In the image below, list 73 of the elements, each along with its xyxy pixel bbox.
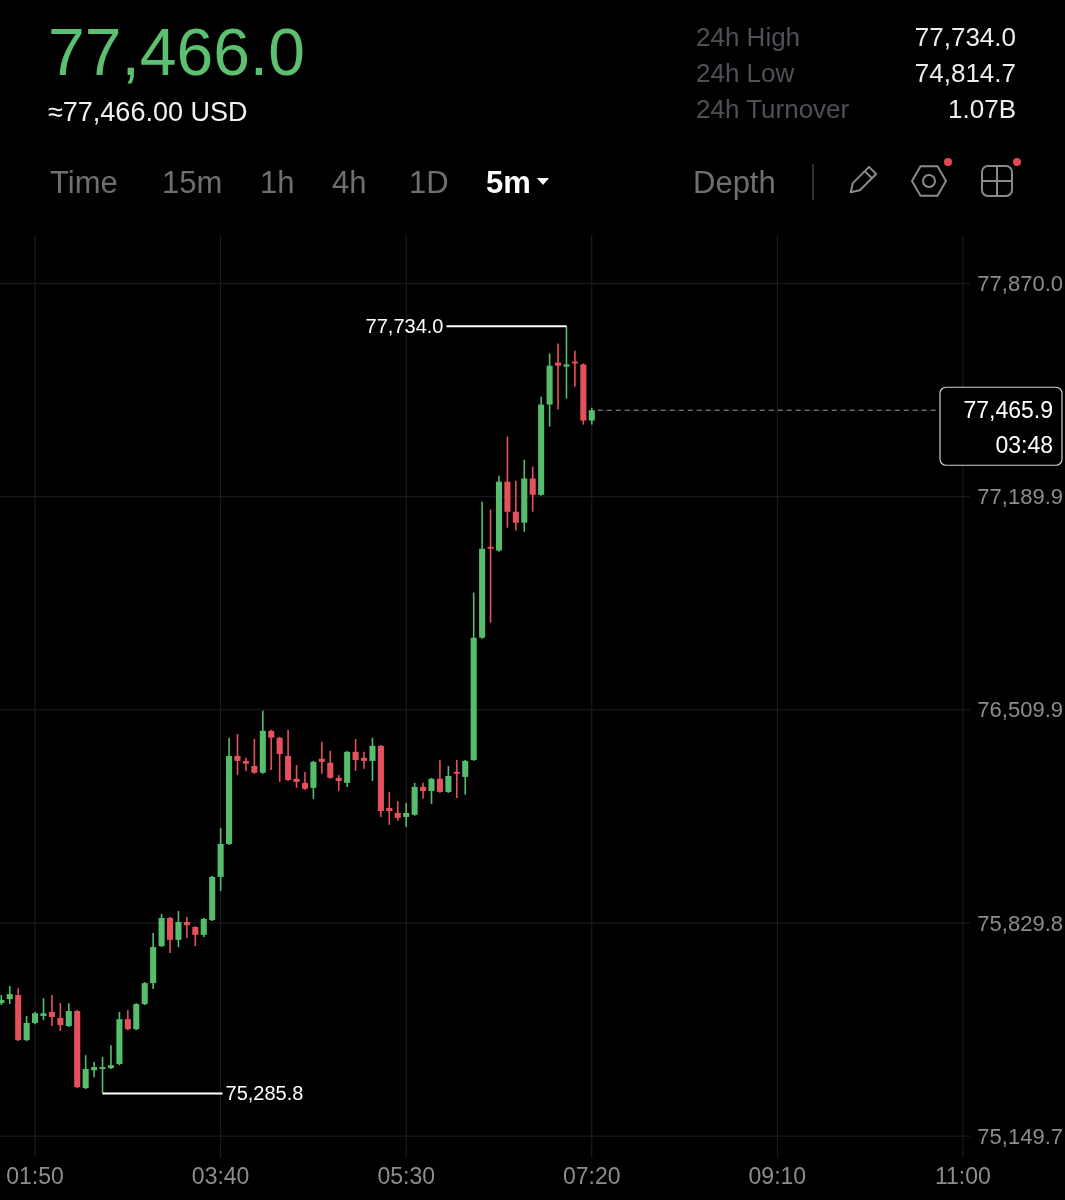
candlestick <box>555 342 562 411</box>
candlestick <box>6 985 13 1005</box>
candlestick <box>48 994 55 1027</box>
candlestick <box>394 800 401 822</box>
candlestick <box>487 508 494 624</box>
x-tick-label: 01:50 <box>6 1163 64 1189</box>
candlestick <box>436 759 443 794</box>
text: 4h <box>332 164 367 200</box>
text: 1h <box>260 164 295 200</box>
y-tick-label: 77,189.9 <box>977 484 1063 510</box>
candlestick <box>369 736 376 782</box>
candlestick <box>360 751 368 770</box>
candlestick <box>23 1015 30 1042</box>
candlestick <box>166 916 174 954</box>
text: 77,734.0 <box>914 22 1016 52</box>
text: 5m <box>486 164 531 200</box>
chart-title: 77,466.0 <box>48 15 305 89</box>
candlestick <box>512 479 519 532</box>
y-tick-label: 75,829.8 <box>977 910 1063 936</box>
text: 24h Low <box>696 58 795 88</box>
candlestick <box>91 1061 98 1078</box>
text: 03:48 <box>995 432 1053 459</box>
y-tick-label: 75,149.7 <box>977 1123 1063 1149</box>
candlestick <box>462 759 469 796</box>
candlestick <box>420 782 427 800</box>
annotation: 75,285.8 <box>225 1082 304 1105</box>
text: Depth <box>693 164 776 200</box>
ref-line-label: 77,465.9 <box>963 397 1053 424</box>
x-tick-label: 05:30 <box>377 1163 435 1189</box>
candlestick <box>234 733 241 776</box>
text: 24h Turnover <box>696 94 850 124</box>
chart-subtitle: ≈77,466.00 USD <box>48 97 248 127</box>
candlestick <box>200 917 207 938</box>
candlestick <box>40 997 47 1021</box>
x-tick-label: 07:20 <box>562 1163 621 1189</box>
candlestick <box>82 1054 89 1090</box>
candlestick <box>563 325 570 400</box>
candlestick <box>428 777 435 805</box>
text: 24h High <box>696 22 801 52</box>
candlestick <box>293 764 300 789</box>
candlestick <box>445 765 452 794</box>
y-tick-label: 77,870.0 <box>977 271 1063 297</box>
candlestick <box>124 1009 131 1031</box>
x-tick-label: 09:10 <box>748 1163 807 1189</box>
candlestick <box>327 750 334 780</box>
candlestick <box>276 735 283 783</box>
candlestick <box>57 1002 64 1032</box>
candlestick <box>268 729 275 771</box>
candlestick <box>107 1044 114 1070</box>
candlestick <box>242 756 249 772</box>
text: 15m <box>162 164 223 200</box>
candlestick <box>403 802 410 828</box>
y-tick-label: 76,509.9 <box>977 697 1063 723</box>
candlestick <box>453 759 460 799</box>
text: 1D <box>409 164 449 200</box>
candlestick <box>529 465 536 513</box>
candlestick <box>352 738 359 772</box>
candlestick <box>141 981 148 1006</box>
x-tick-label: 11:00 <box>934 1163 991 1189</box>
candlestick <box>335 774 342 792</box>
text: 1.07B <box>948 94 1016 124</box>
candlestick <box>183 916 190 939</box>
candlestick <box>65 1002 72 1028</box>
candlestick <box>175 910 182 948</box>
candlestick <box>251 738 258 775</box>
candlestick <box>192 925 199 947</box>
text: Time <box>50 164 118 200</box>
x-tick-label: 03:40 <box>191 1163 250 1189</box>
text: 74,814.7 <box>914 58 1016 88</box>
annotation: 77,734.0 <box>365 315 444 338</box>
candlestick <box>99 1056 106 1095</box>
candlestick <box>318 740 325 775</box>
candlestick <box>386 791 393 826</box>
